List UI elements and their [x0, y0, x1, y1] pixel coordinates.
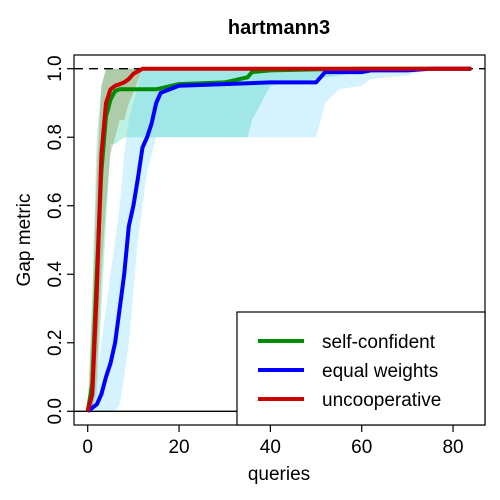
x-tick-label: 20: [168, 437, 189, 458]
y-tick-label: 0.2: [45, 330, 66, 356]
legend-label-uncooperative: uncooperative: [322, 390, 441, 411]
legend-label-equal-weights: equal weights: [322, 361, 438, 382]
y-tick-label: 0.6: [45, 193, 66, 219]
legend: self-confident equal weights uncooperati…: [236, 311, 486, 426]
band-self-confident: [87, 68, 472, 412]
confidence-bands: [87, 68, 472, 412]
x-tick-label: 60: [351, 437, 372, 458]
series-line-equal-weights: [86, 66, 472, 413]
series-line-uncooperative: [85, 66, 472, 412]
band-uncooperative: [87, 68, 472, 412]
x-tick-label: 0: [82, 437, 93, 458]
series-lines: [85, 66, 472, 413]
x-tick-label: 80: [442, 437, 463, 458]
x-axis-label: queries: [248, 464, 310, 485]
x-tick-label: 40: [260, 437, 281, 458]
y-tick-label: 0.0: [45, 398, 66, 424]
y-axis-label: Gap metric: [14, 194, 35, 287]
chart-title: hartmann3: [228, 17, 330, 39]
y-tick-label: 0.8: [45, 124, 66, 150]
x-axis: 0 20 40 60 80: [82, 425, 464, 458]
y-tick-label: 0.4: [45, 261, 66, 288]
y-tick-label: 1.0: [45, 55, 66, 81]
y-axis: 0.0 0.2 0.4 0.6 0.8 1.0: [45, 55, 74, 425]
legend-label-self-confident: self-confident: [322, 332, 436, 353]
